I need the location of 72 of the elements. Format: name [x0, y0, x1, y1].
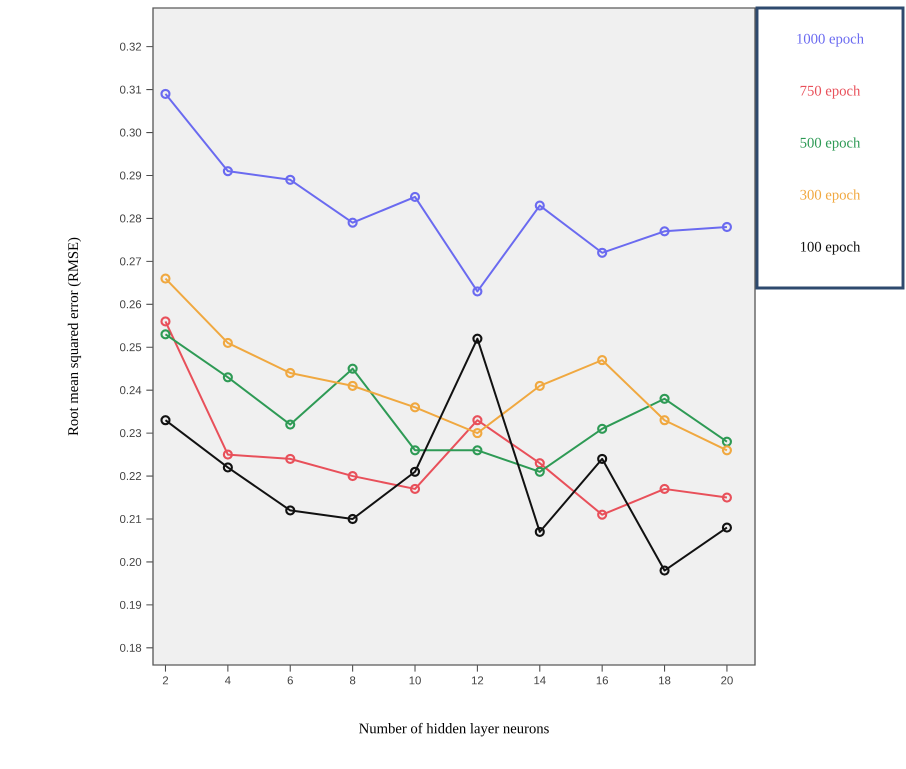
point	[534, 458, 545, 468]
point	[659, 565, 670, 576]
point	[597, 355, 608, 366]
point	[410, 402, 420, 412]
point	[285, 174, 296, 185]
point	[472, 286, 482, 296]
point	[472, 334, 482, 344]
x-tick-label: 8	[350, 676, 356, 684]
y-tick-label: 0.21	[120, 514, 142, 524]
y-tick-label: 0.27	[120, 257, 142, 266]
point	[348, 218, 358, 228]
point	[285, 419, 296, 430]
point	[534, 380, 545, 391]
point	[597, 454, 608, 464]
point	[348, 380, 358, 391]
point	[534, 526, 545, 537]
x-tick-label: 6	[288, 676, 293, 684]
x-tick-label: 12	[472, 676, 484, 684]
point	[285, 454, 296, 464]
y-tick-label: 0.26	[120, 300, 142, 308]
point	[222, 450, 233, 460]
y-axis-title: Root mean squared error (RMSE)	[68, 238, 82, 436]
x-tick-label: 20	[721, 676, 733, 684]
text: 750 epoch	[800, 85, 860, 99]
x-tick-label: 2	[162, 676, 168, 684]
y-tick-label: 0.32	[120, 42, 142, 51]
y-tick-label: 0.20	[120, 558, 142, 566]
point	[410, 445, 420, 456]
point	[597, 510, 608, 520]
point	[285, 505, 296, 516]
x-tick-label: 16	[596, 676, 608, 684]
point	[222, 462, 233, 473]
point	[659, 394, 670, 404]
x-tick-label: 10	[410, 676, 421, 684]
y-tick-label: 0.23	[120, 429, 142, 438]
point	[410, 466, 420, 477]
y-tick-label: 0.25	[120, 343, 142, 352]
text: 300 epoch	[800, 189, 860, 203]
y-tick-label: 0.22	[120, 472, 142, 480]
point	[534, 200, 545, 211]
point	[410, 484, 420, 494]
point	[285, 368, 296, 378]
x-tick-label: 4	[224, 676, 231, 684]
point	[348, 514, 358, 524]
y-tick-label: 0.30	[120, 128, 142, 137]
point	[222, 338, 233, 348]
y-tick-label: 0.18	[120, 644, 142, 652]
point	[348, 470, 358, 482]
point	[659, 226, 670, 236]
x-tick-label: 14	[534, 676, 546, 684]
y-tick-label: 0.28	[120, 214, 142, 222]
y-tick-label: 0.31	[120, 86, 142, 94]
y-tick-label: 0.19	[120, 600, 142, 609]
point	[597, 248, 608, 258]
y-tick-label: 0.24	[120, 386, 142, 394]
text: 500 epoch	[800, 137, 860, 151]
point	[597, 424, 608, 434]
text: 100 epoch	[800, 241, 860, 255]
x-axis-title: Number of hidden layer neurons	[359, 722, 549, 736]
text: 1000 epoch	[797, 33, 864, 47]
y-tick-label: 0.29	[120, 171, 142, 180]
point	[534, 466, 545, 477]
point	[659, 484, 670, 494]
point	[410, 192, 420, 202]
point	[472, 415, 482, 426]
point	[472, 445, 482, 456]
point	[348, 364, 358, 374]
point	[222, 372, 233, 382]
point	[222, 166, 233, 176]
point	[472, 428, 482, 438]
point	[659, 415, 670, 426]
x-tick-label: 18	[659, 676, 670, 684]
